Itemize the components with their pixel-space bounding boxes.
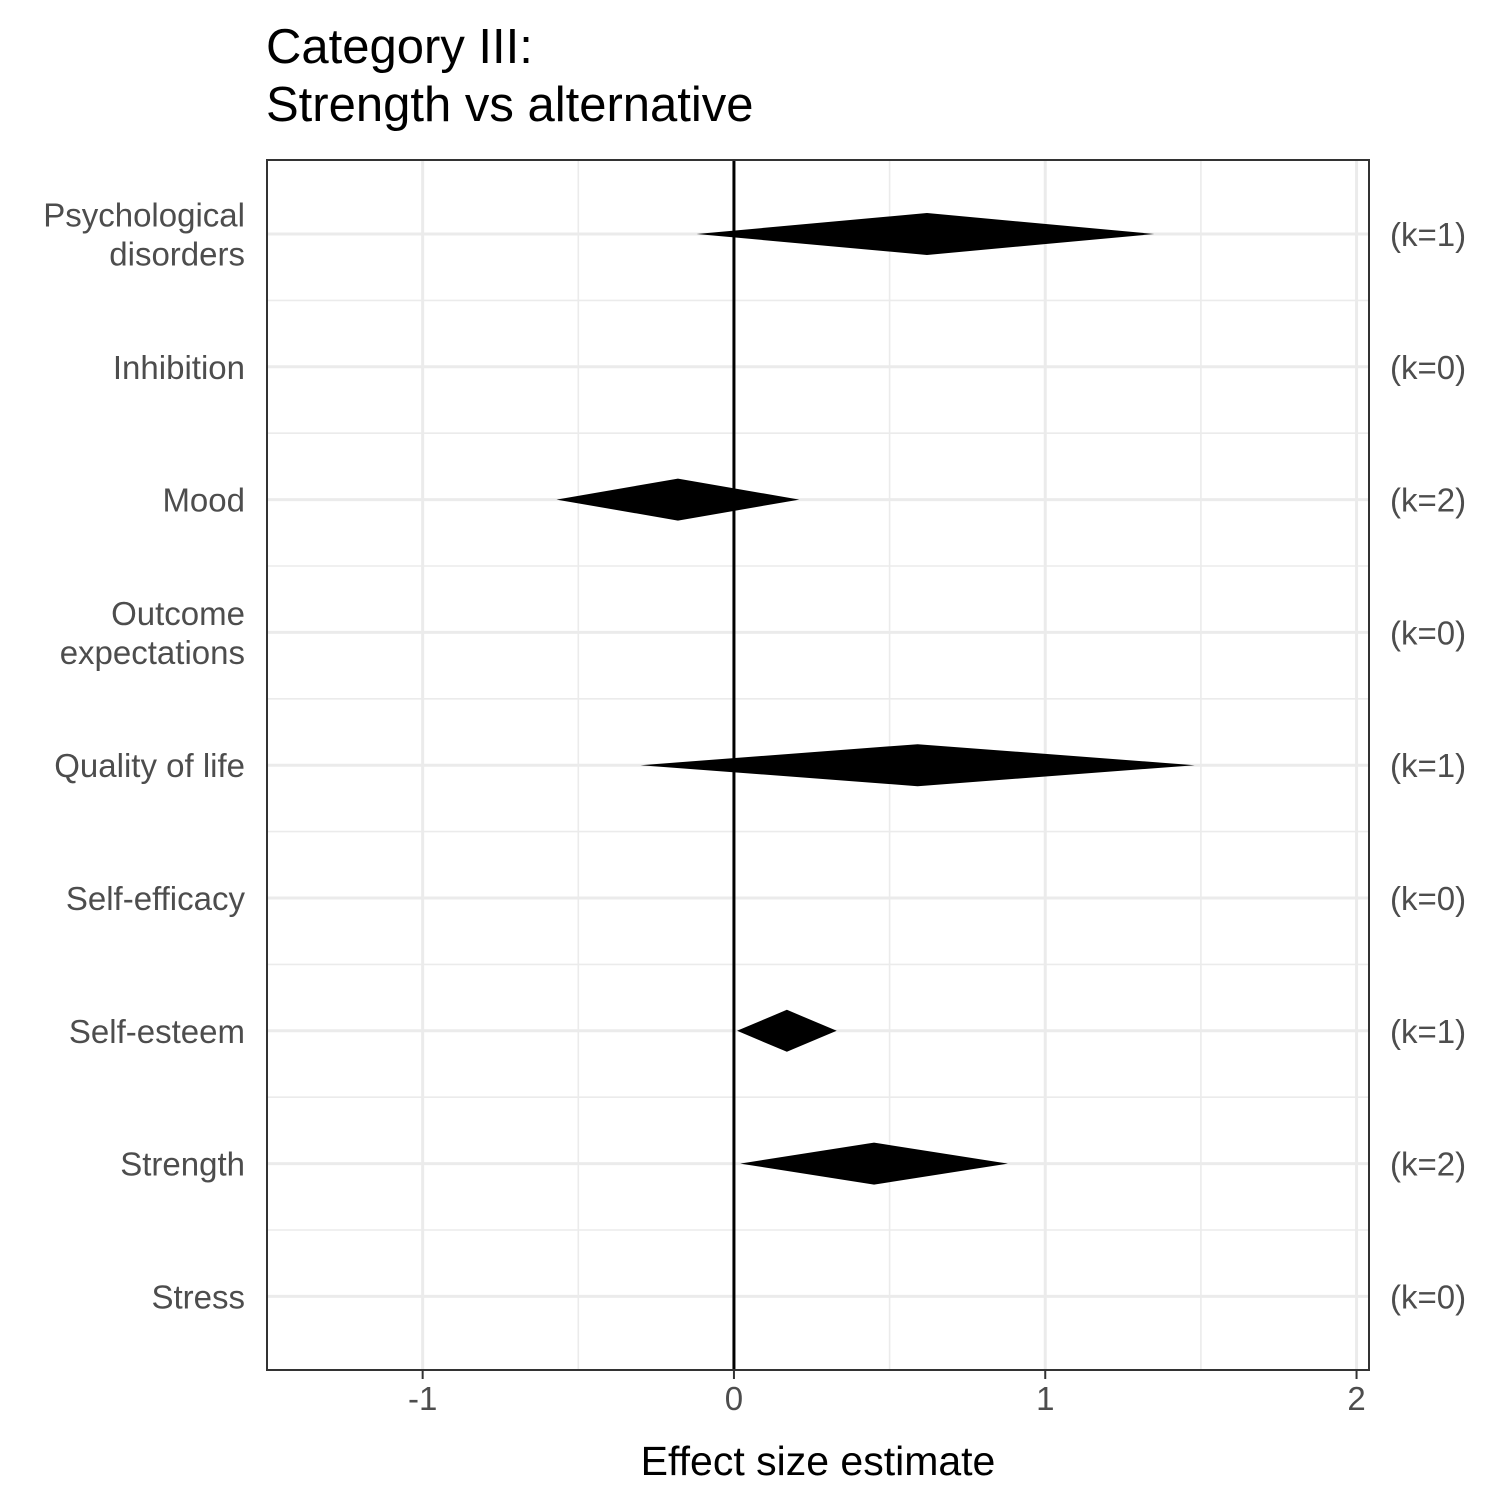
k-count-label: (k=1) — [1390, 747, 1466, 784]
chart-title-line-1: Category III: — [266, 20, 533, 74]
effect-diamond — [640, 744, 1195, 787]
y-category-label: Inhibition — [113, 349, 245, 386]
k-count-label: (k=2) — [1390, 1146, 1466, 1183]
x-tick-label: 1 — [1036, 1380, 1054, 1417]
k-count-label: (k=0) — [1390, 349, 1466, 386]
y-category-label: Outcome — [111, 595, 245, 632]
k-count-label: (k=1) — [1390, 216, 1466, 253]
effect-diamond — [556, 478, 800, 521]
x-tick-label: 0 — [725, 1380, 743, 1417]
k-count-label: (k=2) — [1390, 482, 1466, 519]
x-tick-label: 2 — [1347, 1380, 1365, 1417]
effect-diamond — [696, 213, 1155, 255]
y-category-label: Mood — [162, 482, 245, 519]
k-count-label: (k=0) — [1390, 1278, 1466, 1315]
plot-border — [266, 159, 1370, 1371]
y-category-label: Strength — [120, 1146, 245, 1183]
effect-diamond — [740, 1142, 1008, 1185]
chart-title-line-2: Strength vs alternative — [266, 78, 754, 132]
x-tick-label: -1 — [408, 1380, 437, 1417]
y-category-label: Quality of life — [54, 747, 245, 784]
y-category-label: Stress — [151, 1278, 245, 1315]
y-category-label: Self-esteem — [69, 1013, 245, 1050]
k-count-label: (k=0) — [1390, 880, 1466, 917]
y-category-label: Self-efficacy — [66, 880, 246, 917]
y-category-label: disorders — [109, 236, 245, 273]
k-count-label: (k=1) — [1390, 1013, 1466, 1050]
effect-diamond — [737, 1009, 837, 1052]
x-axis-title: Effect size estimate — [641, 1438, 996, 1484]
y-category-label: Psychological — [43, 197, 245, 234]
k-count-label: (k=0) — [1390, 614, 1466, 651]
y-category-label: expectations — [60, 634, 245, 671]
